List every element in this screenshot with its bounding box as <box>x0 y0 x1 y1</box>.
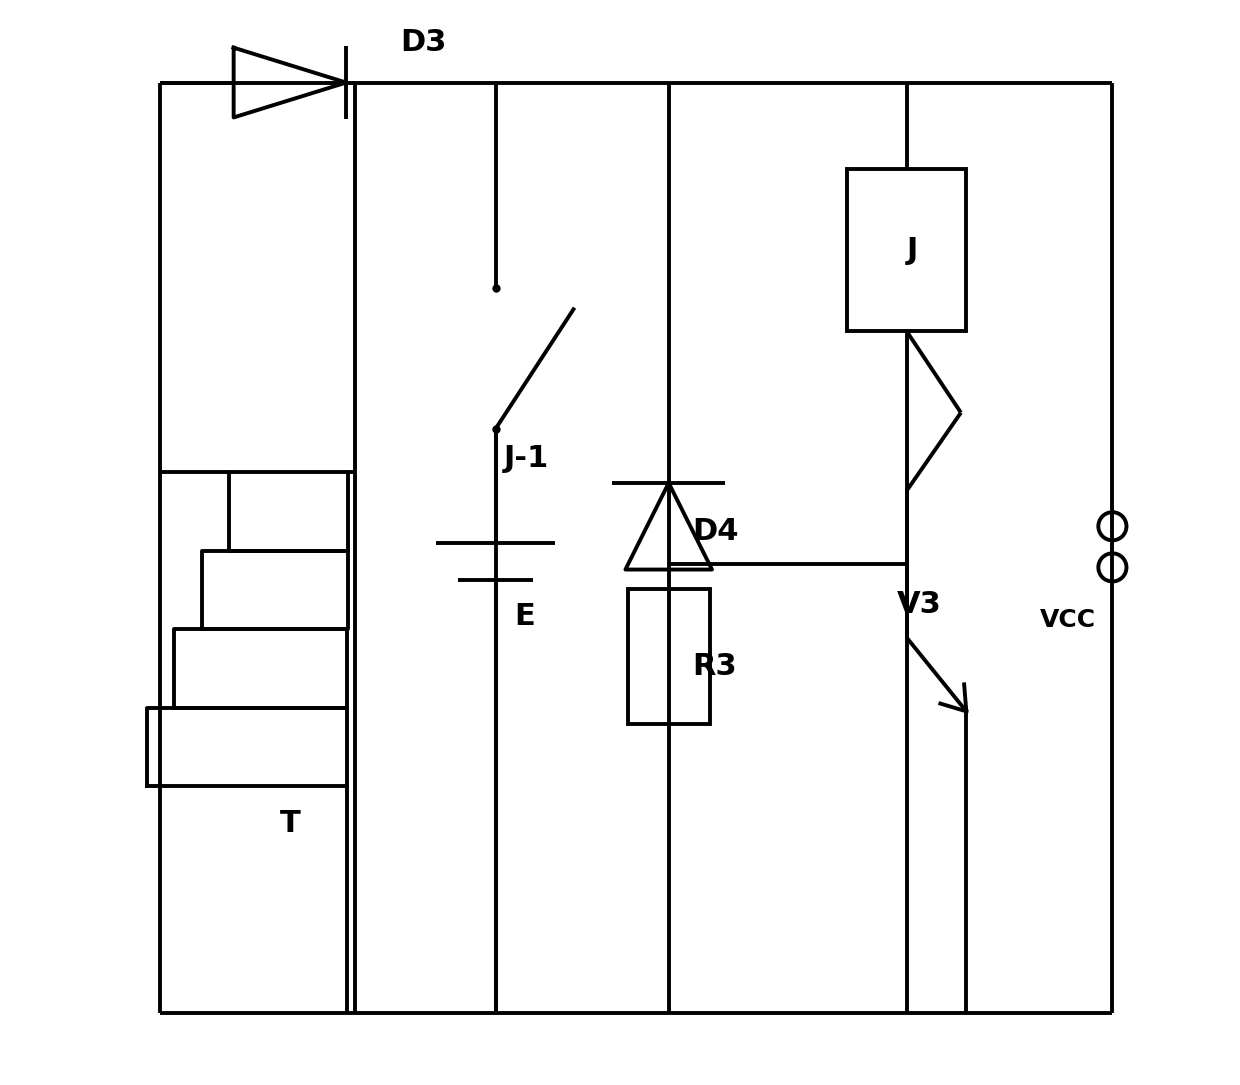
Text: R3: R3 <box>692 652 737 681</box>
Text: VCC: VCC <box>1040 609 1096 633</box>
Text: V3: V3 <box>897 589 942 618</box>
Text: E: E <box>513 601 534 630</box>
Bar <box>847 169 966 331</box>
Text: D3: D3 <box>401 28 446 58</box>
Text: J-1: J-1 <box>505 444 549 473</box>
Text: J: J <box>906 235 918 265</box>
Text: T: T <box>279 809 300 839</box>
Text: D4: D4 <box>692 518 739 546</box>
Bar <box>627 589 709 725</box>
